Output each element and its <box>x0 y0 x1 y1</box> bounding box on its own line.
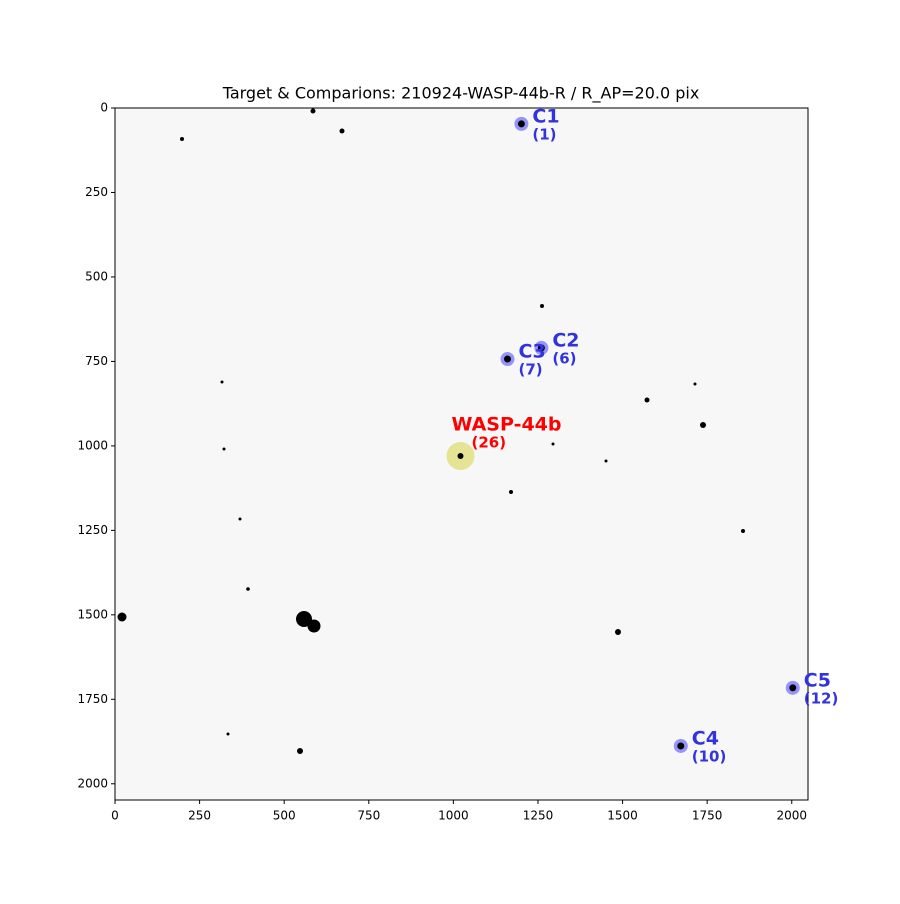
background-stars <box>117 108 745 754</box>
target-label: (12) <box>804 689 839 707</box>
y-tick-label: 250 <box>85 185 108 199</box>
x-tick-label: 1500 <box>607 809 638 823</box>
x-tick-label: 1000 <box>438 809 469 823</box>
target-label: (6) <box>552 349 576 367</box>
star <box>517 120 525 128</box>
star <box>457 453 464 460</box>
target-label: (26) <box>471 434 506 452</box>
target-name: C1 <box>532 105 559 127</box>
star <box>504 355 512 363</box>
target-name: WASP-44b <box>451 414 561 436</box>
target-label: (1) <box>532 125 556 143</box>
plot-frame <box>114 107 809 801</box>
y-tick-label: 1500 <box>77 607 108 621</box>
target-name: C3 <box>519 341 546 363</box>
x-tick-label: 0 <box>111 809 119 823</box>
target-name: C2 <box>552 329 579 351</box>
star <box>677 742 685 750</box>
x-tick-label: 500 <box>273 809 296 823</box>
x-tick-label: 750 <box>357 809 380 823</box>
target-name: C5 <box>804 669 831 691</box>
y-tick-label: 0 <box>100 101 108 115</box>
y-tick-label: 2000 <box>77 776 108 790</box>
y-tick-label: 750 <box>85 354 108 368</box>
x-tick-label: 1750 <box>692 809 723 823</box>
x-tick-label: 250 <box>188 809 211 823</box>
target-label: (7) <box>519 361 543 379</box>
chart-title: Target & Comparions: 210924-WASP-44b-R /… <box>222 84 700 104</box>
target-name: C4 <box>692 727 719 749</box>
y-tick-label: 1250 <box>77 523 108 537</box>
x-tick-label: 1250 <box>523 809 554 823</box>
target-label: (10) <box>692 747 727 765</box>
x-tick-label: 2000 <box>776 809 807 823</box>
y-tick-label: 1000 <box>77 438 108 452</box>
star <box>789 684 797 692</box>
y-tick-label: 500 <box>85 269 108 283</box>
y-tick-label: 1750 <box>77 692 108 706</box>
star <box>537 344 545 352</box>
